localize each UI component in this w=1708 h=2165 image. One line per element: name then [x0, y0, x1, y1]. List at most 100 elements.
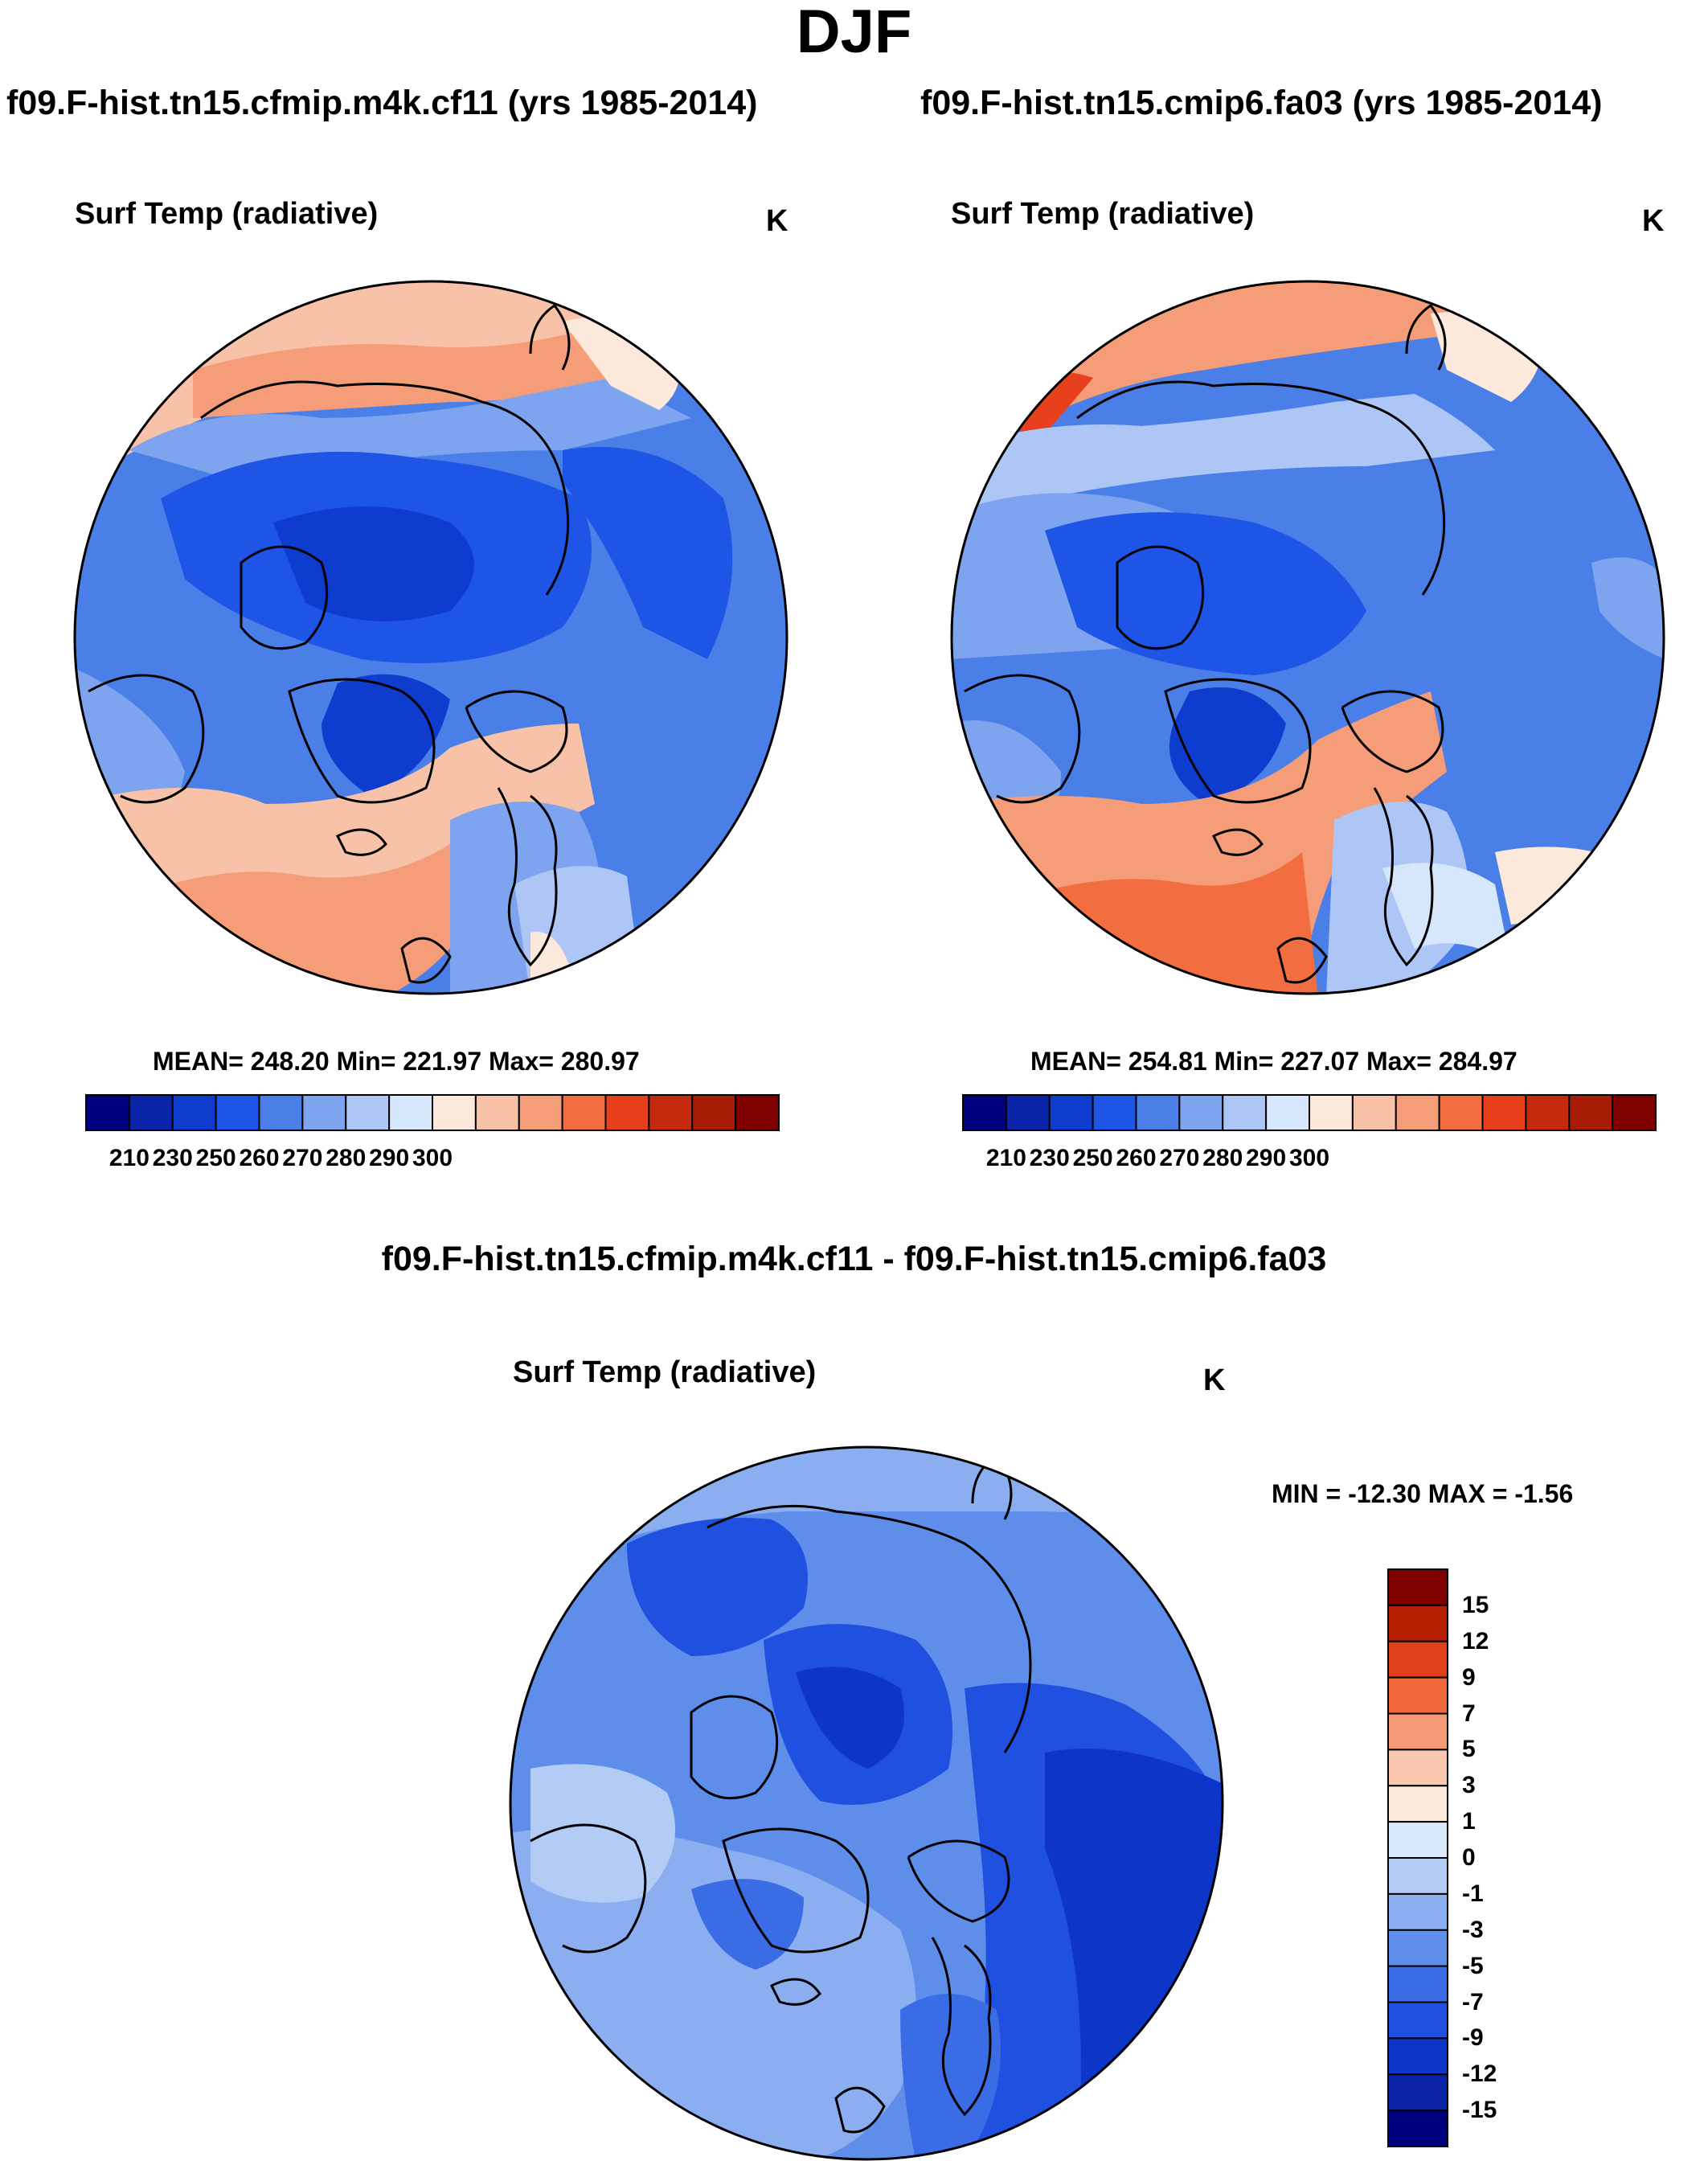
diff-colorbar-label: -3: [1462, 1916, 1484, 1943]
panel2-colorbar-box: [1135, 1094, 1181, 1131]
panel1-colorbar-box: [432, 1094, 477, 1131]
panel1-colorbar-box: [518, 1094, 563, 1131]
panel2-colorbar-label: 260: [1116, 1145, 1157, 1171]
diff-colorbar-label: 15: [1462, 1591, 1489, 1618]
panel2-colorbar-box: [1351, 1094, 1397, 1131]
panel2-colorbar-label: 210: [985, 1145, 1026, 1171]
diff-colorbar-label: -15: [1462, 2097, 1497, 2124]
panel2-colorbar-box: [1568, 1094, 1614, 1131]
panel1-colorbar-box: [85, 1094, 130, 1131]
diff-colorbar-box: [1387, 2001, 1448, 2040]
diff-colorbar-label: -1: [1462, 1880, 1484, 1907]
diff-colorbar-label: 3: [1462, 1772, 1476, 1799]
panel2-colorbar-box: [1178, 1094, 1224, 1131]
panel1-colorbar-box: [171, 1094, 217, 1131]
panel1-colorbar-label: 250: [195, 1145, 236, 1171]
figure-title: DJF: [796, 0, 912, 66]
panel2-colorbar-label: 250: [1072, 1145, 1113, 1171]
diff-colorbar-box: [1387, 1749, 1448, 1787]
diff-colorbar-box: [1387, 1857, 1448, 1895]
panel2-colorbar-label: 230: [1029, 1145, 1070, 1171]
diff-colorbar-box: [1387, 2073, 1448, 2112]
panel1-colorbar-box: [345, 1094, 391, 1131]
panel1-colorbar-label: 300: [412, 1145, 453, 1171]
diff-colorbar-box: [1387, 1929, 1448, 1967]
panel1-colorbar-box: [128, 1094, 174, 1131]
diff-colorbar-box: [1387, 1568, 1448, 1606]
panel2-case-title: f09.F-hist.tn15.cmip6.fa03 (yrs 1985-201…: [920, 84, 1603, 122]
diff-title: f09.F-hist.tn15.cfmip.m4k.cf11 - f09.F-h…: [381, 1240, 1327, 1278]
panel1-colorbar-label: 230: [152, 1145, 193, 1171]
panel1-colorbar-box: [691, 1094, 737, 1131]
panel1-case-title: f09.F-hist.tn15.cfmip.m4k.cf11 (yrs 1985…: [6, 84, 758, 122]
diff-colorbar-box: [1387, 1640, 1448, 1679]
diff-variable: Surf Temp (radiative): [513, 1355, 817, 1389]
diff-map-border: [509, 1445, 1224, 2161]
panel2-colorbar-box: [1309, 1094, 1354, 1131]
panel2-colorbar-box: [1092, 1094, 1137, 1131]
diff-colorbar-box: [1387, 1676, 1448, 1715]
panel1-map: [75, 281, 787, 994]
panel1-colorbar: [85, 1094, 780, 1131]
diff-colorbar-box: [1387, 2110, 1448, 2147]
panel2-colorbar-box: [1612, 1094, 1657, 1131]
panel2-colorbar-label: 270: [1159, 1145, 1200, 1171]
panel1-map-border: [73, 280, 788, 995]
panel1-colorbar-label: 270: [282, 1145, 323, 1171]
diff-colorbar-label: 7: [1462, 1700, 1476, 1727]
panel2-map-border: [950, 280, 1665, 995]
panel2-colorbar-box: [962, 1094, 1007, 1131]
diff-stats: MIN = -12.30 MAX = -1.56: [1272, 1479, 1574, 1508]
panel2-colorbar-label: 280: [1202, 1145, 1243, 1171]
diff-colorbar-box: [1387, 1604, 1448, 1642]
panel1-colorbar-box: [474, 1094, 520, 1131]
panel1-colorbar-label: 280: [326, 1145, 367, 1171]
panel1-colorbar-box: [388, 1094, 433, 1131]
diff-colorbar-label: 1: [1462, 1808, 1476, 1835]
panel1-stats: MEAN= 248.20 Min= 221.97 Max= 280.97: [153, 1047, 640, 1076]
diff-units: K: [1203, 1363, 1226, 1397]
diff-colorbar: [1387, 1568, 1448, 2147]
panel1-colorbar-box: [215, 1094, 260, 1131]
diff-colorbar-label: 0: [1462, 1844, 1476, 1871]
panel1-colorbar-label: 210: [109, 1145, 150, 1171]
diff-colorbar-box: [1387, 1785, 1448, 1823]
diff-colorbar-box: [1387, 1892, 1448, 1931]
diff-colorbar-label: -12: [1462, 2060, 1497, 2088]
diff-colorbar-label: 5: [1462, 1736, 1476, 1763]
diff-colorbar-label: 12: [1462, 1627, 1489, 1655]
panel2-variable: Surf Temp (radiative): [951, 197, 1255, 231]
diff-colorbar-label: -7: [1462, 1988, 1484, 2015]
diff-colorbar-label: 9: [1462, 1663, 1476, 1691]
panel2-colorbar-box: [1265, 1094, 1310, 1131]
panel2-colorbar: [962, 1094, 1657, 1131]
panel2-colorbar-box: [1005, 1094, 1051, 1131]
panel1-colorbar-box: [301, 1094, 347, 1131]
panel2-colorbar-label: 290: [1246, 1145, 1287, 1171]
panel2-stats: MEAN= 254.81 Min= 227.07 Max= 284.97: [1030, 1047, 1518, 1076]
diff-colorbar-box: [1387, 1965, 1448, 2003]
panel2-colorbar-box: [1438, 1094, 1484, 1131]
panel2-units: K: [1642, 204, 1665, 238]
panel1-colorbar-label: 290: [369, 1145, 410, 1171]
diff-colorbar-box: [1387, 1712, 1448, 1751]
panel1-colorbar-label: 260: [239, 1145, 280, 1171]
panel1-colorbar-box: [735, 1094, 780, 1131]
panel2-colorbar-box: [1481, 1094, 1527, 1131]
panel1-colorbar-box: [604, 1094, 650, 1131]
panel1-colorbar-box: [561, 1094, 607, 1131]
diff-colorbar-label: -9: [1462, 2024, 1484, 2052]
panel2-colorbar-box: [1048, 1094, 1094, 1131]
diff-map: [510, 1447, 1223, 2159]
panel1-colorbar-box: [648, 1094, 694, 1131]
diff-colorbar-label: -5: [1462, 1952, 1484, 1979]
panel1-variable: Surf Temp (radiative): [75, 197, 379, 231]
panel2-colorbar-box: [1222, 1094, 1268, 1131]
panel2-colorbar-label: 300: [1288, 1145, 1330, 1171]
diff-colorbar-box: [1387, 1821, 1448, 1859]
diff-colorbar-box: [1387, 2037, 1448, 2076]
panel1-units: K: [766, 204, 788, 238]
panel2-colorbar-box: [1525, 1094, 1571, 1131]
panel2-colorbar-box: [1395, 1094, 1440, 1131]
